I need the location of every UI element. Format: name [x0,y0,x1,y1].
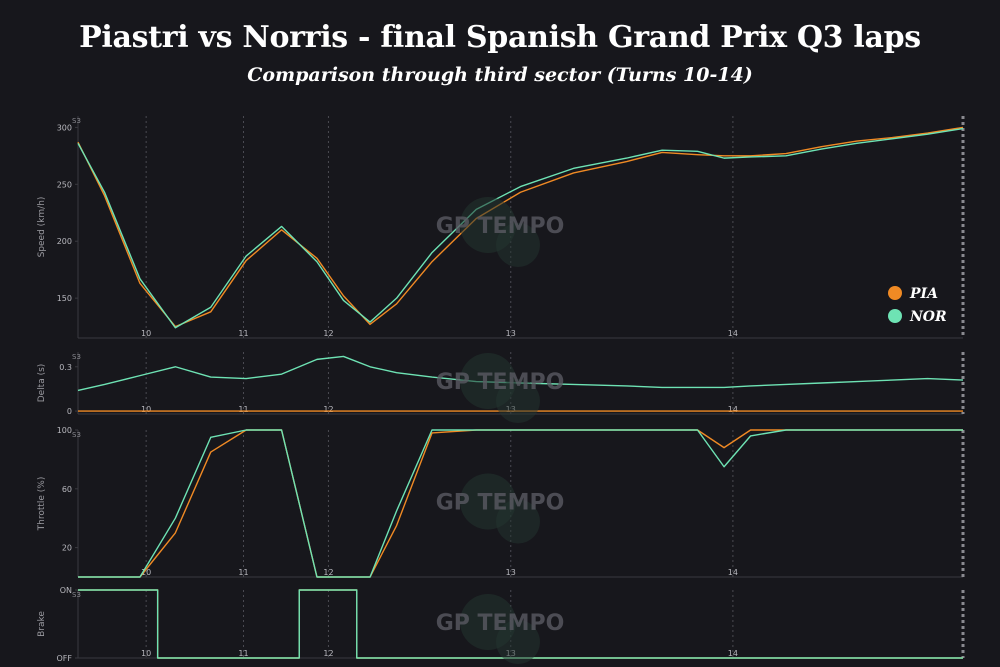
y-tick-label: 250 [57,180,72,189]
turn-marker-label: 14 [728,329,738,338]
legend-label-nor: NOR [909,309,947,325]
watermark-circle [496,223,540,267]
y-tick-label: 20 [62,544,72,553]
legend-label-pia: PIA [909,286,938,302]
y-tick-label: 200 [57,237,72,246]
turn-marker-label: 11 [238,568,248,577]
nor-series-line [78,589,963,659]
y-tick-label: 100 [57,426,72,435]
sector-label: S3 [72,117,81,125]
turn-marker-label: 10 [141,568,151,577]
turn-marker-label: 12 [323,649,333,658]
sector-label: S3 [72,431,81,439]
turn-marker-label: 11 [238,405,248,414]
turn-marker-label: 11 [238,329,248,338]
watermark-circle [496,620,540,664]
watermark-circle [496,379,540,423]
chart-title: Piastri vs Norris - final Spanish Grand … [79,20,921,55]
nor-series-line [77,127,964,329]
turn-marker-label: 10 [141,329,151,338]
turn-marker-label: 13 [506,329,516,338]
y-tick-label: 60 [62,485,72,494]
nor-series-line [78,429,963,578]
y-tick-label: 300 [57,123,72,132]
y-axis-label: Throttle (%) [37,477,47,532]
turn-marker-label: 12 [323,405,333,414]
y-tick-label: 150 [57,294,72,303]
chart-subtitle: Comparison through third sector (Turns 1… [247,64,753,86]
turn-marker-label: 14 [728,568,738,577]
y-tick-label: ON [60,586,72,595]
y-axis-label: Brake [37,611,47,637]
y-tick-label: 0 [67,407,72,416]
turn-marker-label: 11 [238,649,248,658]
watermark: GP TEMPO [436,214,565,239]
sector-label: S3 [72,591,81,599]
sector-label: S3 [72,353,81,361]
y-tick-label: 0.3 [59,363,72,372]
turn-marker-label: 10 [141,649,151,658]
turn-marker-label: 13 [506,568,516,577]
turn-marker-label: 12 [323,568,333,577]
watermark: GP TEMPO [436,491,565,516]
watermark: GP TEMPO [436,611,565,636]
watermark: GP TEMPO [436,370,565,395]
watermark-circle [496,499,540,544]
legend-marker-nor [888,309,902,323]
legend-marker-pia [888,286,902,300]
y-tick-label: OFF [57,654,73,663]
turn-marker-label: 14 [728,405,738,414]
turn-marker-label: 14 [728,649,738,658]
y-axis-label: Speed (km/h) [37,197,47,258]
y-axis-label: Delta (s) [37,364,47,403]
turn-marker-label: 10 [141,405,151,414]
turn-marker-label: 12 [323,329,333,338]
